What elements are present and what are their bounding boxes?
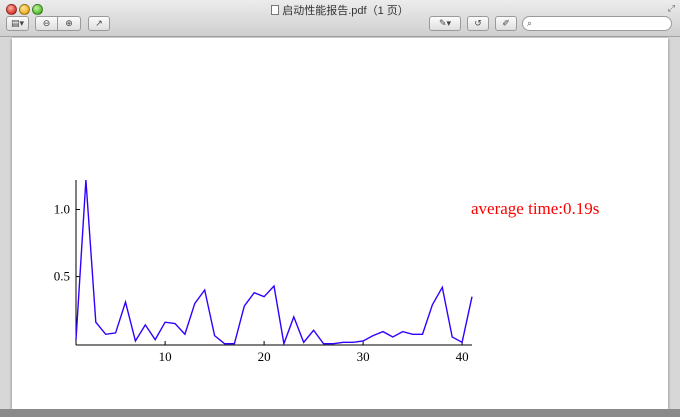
zoom-in-button[interactable]: ⊕ (58, 16, 81, 31)
search-icon: ⌕ (527, 18, 533, 28)
rotate-icon: ↺ (474, 18, 482, 28)
series-line (75, 179, 473, 347)
window-title-text: 启动性能报告.pdf（1 页） (282, 5, 409, 17)
share-icon: ↗ (95, 18, 103, 28)
x-tick-label: 40 (456, 349, 469, 364)
minimize-window-button[interactable] (19, 4, 30, 15)
y-tick-label: 0.5 (54, 269, 70, 284)
x-tick-label: 10 (159, 349, 172, 364)
title-bar: 启动性能报告.pdf（1 页） ⤢ ▤▾ ⊖ ⊕ ↗ ✎▾ ↺ ✐ ⌕ (0, 0, 680, 37)
x-tick-label: 20 (258, 349, 271, 364)
window-title: 启动性能报告.pdf（1 页） (0, 2, 680, 18)
edit-icon: ✐ (502, 18, 510, 28)
fullscreen-icon[interactable]: ⤢ (667, 3, 675, 13)
search-input[interactable] (539, 18, 667, 29)
zoom-in-icon: ⊕ (65, 18, 73, 28)
x-tick-label: 30 (357, 349, 370, 364)
zoom-window-button[interactable] (32, 4, 43, 15)
chart-axes (75, 180, 472, 346)
y-tick-label: 1.0 (54, 202, 70, 217)
annotate-button[interactable]: ✎▾ (429, 16, 461, 31)
average-time-annotation: average time:0.19s (471, 199, 599, 218)
edit-toolbar-button[interactable]: ✐ (495, 16, 517, 31)
scroll-area (0, 409, 680, 417)
zoom-out-button[interactable]: ⊖ (35, 16, 58, 31)
rotate-button[interactable]: ↺ (467, 16, 489, 31)
line-chart: 10 20 30 40 0.5 1.0 average time:0.19s (54, 179, 599, 364)
pdf-page: 10 20 30 40 0.5 1.0 average time:0.19s (12, 38, 668, 409)
sidebar-view-button[interactable]: ▤▾ (6, 16, 29, 31)
document-icon (271, 5, 280, 15)
pen-icon: ✎▾ (438, 18, 452, 28)
search-field[interactable]: ⌕ (522, 16, 672, 31)
sidebar-icon: ▤▾ (10, 18, 25, 28)
share-button[interactable]: ↗ (88, 16, 110, 31)
zoom-out-icon: ⊖ (42, 18, 51, 28)
close-window-button[interactable] (6, 4, 17, 15)
